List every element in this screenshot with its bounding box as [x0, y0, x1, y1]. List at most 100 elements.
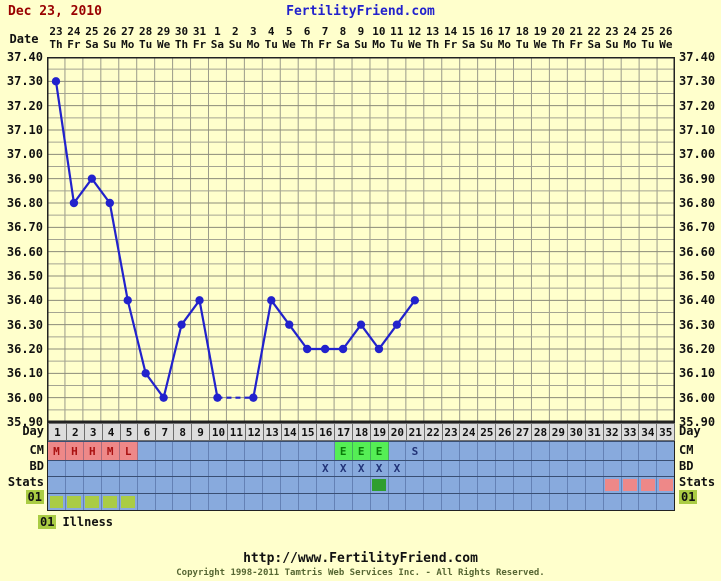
temp-line-segment [342, 324, 362, 350]
cm-cell [496, 442, 514, 460]
temp-line-segment [270, 299, 291, 326]
cm-cell [460, 442, 479, 460]
y-tick-label: 36.20 [6, 342, 43, 356]
date-cell: 8 [339, 25, 347, 38]
temp-point-day-17 [338, 344, 348, 354]
copyright-text: Copyright 1998-2011 Tamtris Web Services… [176, 568, 545, 578]
y-tick-label: 37.40 [679, 50, 716, 64]
bd-cell [227, 461, 246, 476]
temp-point-day-13 [267, 296, 276, 305]
date-cell: 24 [623, 25, 637, 38]
temp-point-day-10 [213, 393, 222, 402]
illness-cell [389, 494, 407, 510]
stats-cell [550, 477, 568, 493]
weekday-cell: Fr [318, 38, 332, 51]
temp-point-day-16 [320, 344, 330, 354]
stats-cell [138, 477, 156, 493]
stats-cell [48, 477, 66, 493]
day-number-cell: 8 [173, 423, 193, 441]
bd-cell [639, 461, 658, 476]
bd-cell [138, 461, 156, 476]
weekday-cell: Th [174, 38, 189, 51]
illness-cell [102, 494, 120, 510]
illness-cell [657, 494, 674, 510]
day-number-cell: 11 [226, 423, 246, 441]
y-tick-label: 36.30 [6, 317, 43, 332]
cm-cell [173, 442, 192, 460]
date-cell: 9 [357, 25, 365, 38]
bd-cell [496, 461, 514, 476]
date-cell: 1 [214, 25, 221, 38]
day-number-cell: 32 [602, 423, 622, 441]
stats-cell [604, 477, 622, 493]
temp-point-day-9 [195, 296, 204, 305]
date-cell: 5 [285, 25, 293, 38]
bd-cell [622, 461, 640, 476]
date-cell: 18 [515, 25, 529, 38]
temp-point-day-2 [69, 198, 79, 208]
bd-cell: X [371, 461, 389, 476]
illness-cell [442, 494, 461, 510]
cm-cell: E [370, 442, 389, 460]
weekday-cell: Mo [121, 38, 135, 51]
weekday-cell: Fr [67, 38, 81, 51]
y-tick-label: 36.30 [679, 317, 716, 332]
temp-line-segment [73, 178, 93, 204]
temp-line-segment [396, 299, 416, 326]
bd-cell [586, 461, 604, 476]
stats-cell [245, 477, 264, 493]
illness-cell [48, 494, 66, 510]
date-cell: 16 [479, 25, 494, 38]
illness-cell [173, 494, 192, 510]
day-number-cell: 15 [298, 423, 318, 441]
weekday-cell: Mo [372, 38, 386, 51]
day-number-cell: 31 [584, 423, 604, 441]
day-number-cell: 18 [352, 423, 372, 441]
date-cell: 31 [192, 25, 207, 38]
date-cell: 26 [103, 25, 117, 38]
bd-cell [442, 461, 461, 476]
y-tick-label: 36.10 [679, 366, 716, 381]
temp-line-segment [198, 300, 219, 398]
temp-point-day-6 [141, 369, 150, 378]
bd-cell [657, 461, 674, 476]
stats-pink-square [658, 479, 673, 491]
stats-cell [281, 477, 299, 493]
fertilityfriend-link[interactable]: FertilityFriend.com [286, 4, 435, 19]
bd-cell [550, 461, 568, 476]
temp-line-segment [126, 300, 147, 374]
day-number-cell: 13 [262, 423, 282, 441]
temp-line-segment [378, 324, 398, 350]
y-tick-label: 36.10 [6, 366, 43, 381]
cm-cell: M [101, 442, 120, 460]
bd-cell [406, 461, 425, 476]
weekday-cell: Sa [210, 38, 225, 51]
y-tick-label: 36.90 [679, 171, 716, 186]
weekday-cell: Su [228, 38, 242, 51]
weekday-cell: Th [49, 38, 63, 51]
temp-point-day-8 [177, 320, 186, 329]
footer-url-link[interactable]: http://www.FertilityFriend.com [243, 551, 478, 566]
cm-cell [138, 442, 156, 460]
day-number-cell: 25 [477, 423, 497, 441]
weekday-cell: Su [103, 38, 117, 51]
cm-cell: M [48, 442, 66, 460]
bd-cell [173, 461, 192, 476]
bd-cell: X [353, 461, 371, 476]
illness-cell [191, 494, 210, 510]
cm-cell [622, 442, 640, 460]
y-tick-label: 36.50 [679, 269, 716, 283]
legend: 01 Illness [38, 515, 113, 529]
temp-point-day-12 [249, 393, 258, 402]
day-number-cell: 19 [370, 423, 389, 441]
stats-cell [496, 477, 514, 493]
row-label-day: Day [22, 424, 44, 438]
illness-cell [120, 494, 138, 510]
weekday-cell: Sa [336, 38, 350, 51]
date-cell: 2 [232, 25, 239, 38]
weekday-cell: We [533, 38, 547, 51]
day-number-cell: 1 [48, 423, 67, 441]
day-number-cell: 6 [137, 423, 157, 441]
